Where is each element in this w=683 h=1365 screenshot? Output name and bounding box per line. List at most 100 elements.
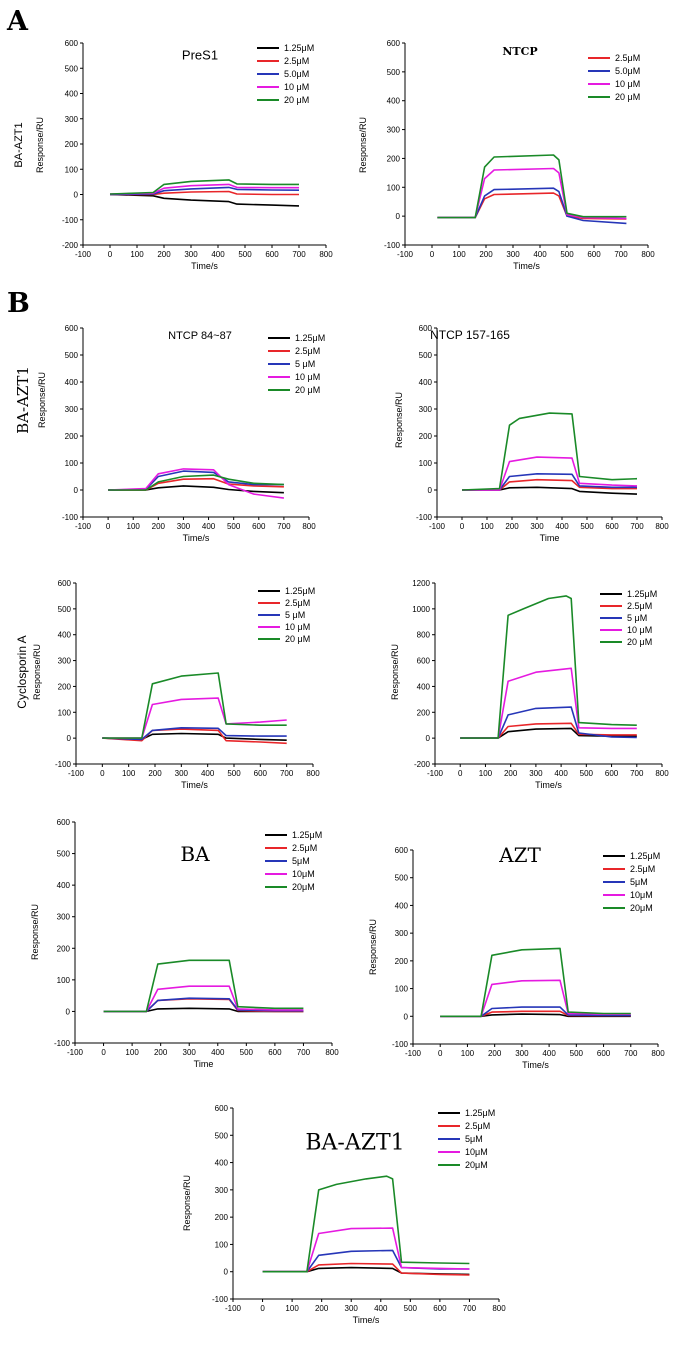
x-tick-label: -100 [75, 522, 92, 531]
x-tick-label: 400 [542, 1049, 556, 1058]
x-tick-label: 500 [580, 769, 594, 778]
x-tick-label: 400 [374, 1304, 388, 1313]
x-tick-label: 800 [302, 522, 316, 531]
legend-label: 5μM [465, 1134, 483, 1144]
x-tick-label: 700 [277, 522, 291, 531]
x-axis-label: Time/s [513, 261, 540, 271]
y-tick-label: 300 [387, 126, 401, 135]
x-tick-label: 500 [238, 250, 252, 259]
y-tick-label: 100 [387, 183, 401, 192]
x-axis-label: Time/s [181, 780, 208, 790]
y-tick-label: 400 [58, 631, 72, 640]
chart-title: NTCP 84~87 [168, 330, 232, 342]
x-tick-label: 800 [492, 1304, 506, 1313]
x-tick-label: 300 [183, 1048, 197, 1057]
chart-title: AZT [498, 843, 541, 867]
legend-label: 5 μM [627, 613, 647, 623]
x-tick-label: -100 [75, 250, 92, 259]
y-tick-label: 600 [58, 579, 72, 588]
x-tick-label: 0 [100, 769, 105, 778]
x-tick-label: 0 [458, 769, 463, 778]
x-tick-label: 200 [488, 1049, 502, 1058]
x-tick-label: 0 [101, 1048, 106, 1057]
y-tick-label: 400 [387, 97, 401, 106]
x-tick-label: 600 [254, 769, 268, 778]
series-line [103, 959, 304, 1013]
y-tick-label: 400 [417, 682, 431, 691]
legend-label: 20μM [292, 882, 315, 892]
x-tick-label: 700 [292, 250, 306, 259]
y-axis-label: Response/RU [35, 117, 45, 173]
y-tick-label: 500 [58, 605, 72, 614]
x-tick-label: 800 [655, 769, 669, 778]
legend-label: 10μM [630, 890, 653, 900]
y-tick-label: 600 [417, 657, 431, 666]
x-tick-label: 600 [605, 522, 619, 531]
row-label: Cyclosporin A [15, 635, 29, 708]
y-tick-label: 200 [215, 1213, 229, 1222]
series-line [109, 193, 300, 207]
legend-label: 10 μM [295, 372, 320, 382]
x-tick-label: 500 [570, 1049, 584, 1058]
y-tick-label: 0 [396, 212, 401, 221]
y-tick-label: 600 [387, 39, 401, 48]
y-axis-label: Response/RU [182, 1175, 192, 1231]
x-tick-label: -100 [429, 522, 446, 531]
y-tick-label: 100 [395, 985, 409, 994]
y-tick-label: 100 [57, 976, 71, 985]
x-tick-label: -100 [225, 1304, 242, 1313]
series-line [109, 183, 299, 195]
x-tick-label: -100 [68, 769, 85, 778]
x-tick-label: 500 [227, 769, 241, 778]
chart-c1: -100 0 100 200 300 400 500 600 -100 0 100 200 300 400… [15, 579, 320, 790]
x-tick-label: 400 [555, 522, 569, 531]
x-axis-label: Time [194, 1059, 214, 1069]
y-tick-label: 400 [65, 90, 79, 99]
chart-a2: -100 0 100 200 300 400 500 600 -100 0 100 200 300 400… [358, 39, 655, 271]
series-line [109, 186, 300, 196]
legend-label: 20 μM [627, 637, 652, 647]
series-line [103, 985, 304, 1013]
y-tick-label: -200 [62, 241, 79, 250]
series-line [102, 728, 287, 745]
y-tick-label: 100 [65, 165, 79, 174]
legend-label: 1.25μM [285, 586, 315, 596]
x-tick-label: 200 [479, 250, 493, 259]
x-tick-label: 800 [651, 1049, 665, 1058]
y-tick-label: 600 [65, 39, 79, 48]
x-tick-label: 200 [157, 250, 171, 259]
legend-label: 1.25μM [627, 589, 657, 599]
legend-label: 1.25μM [465, 1108, 495, 1118]
x-tick-label: 300 [345, 1304, 359, 1313]
y-tick-label: 0 [404, 1012, 409, 1021]
legend-label: 10 μM [284, 82, 309, 92]
y-tick-label: 300 [395, 929, 409, 938]
series-line [102, 697, 287, 739]
y-axis-label: Response/RU [368, 919, 378, 975]
legend-label: 10μM [465, 1147, 488, 1157]
y-tick-label: -100 [62, 216, 79, 225]
series-line [102, 726, 287, 741]
x-tick-label: 200 [315, 1304, 329, 1313]
x-tick-label: 800 [325, 1048, 339, 1057]
x-tick-label: 300 [529, 769, 543, 778]
y-tick-label: 200 [395, 957, 409, 966]
x-tick-label: 500 [404, 1304, 418, 1313]
series-line [437, 192, 627, 220]
y-tick-label: -100 [55, 760, 72, 769]
y-tick-label: 500 [387, 68, 401, 77]
x-tick-label: 700 [624, 1049, 638, 1058]
legend-label: 5.0μM [284, 69, 309, 79]
y-tick-label: 400 [395, 901, 409, 910]
series-line [437, 187, 627, 225]
y-tick-label: -100 [212, 1295, 229, 1304]
legend-label: 20 μM [615, 92, 640, 102]
chart-title: BA [180, 842, 210, 866]
series-line [102, 672, 287, 739]
x-tick-label: 300 [530, 522, 544, 531]
x-axis-label: Time/s [522, 1060, 549, 1070]
x-axis-label: Time/s [535, 780, 562, 790]
chart-d2: -100 0 100 200 300 400 500 600 -100 0 100 200 300 400… [368, 843, 665, 1070]
y-axis-label: Response/RU [358, 117, 368, 173]
